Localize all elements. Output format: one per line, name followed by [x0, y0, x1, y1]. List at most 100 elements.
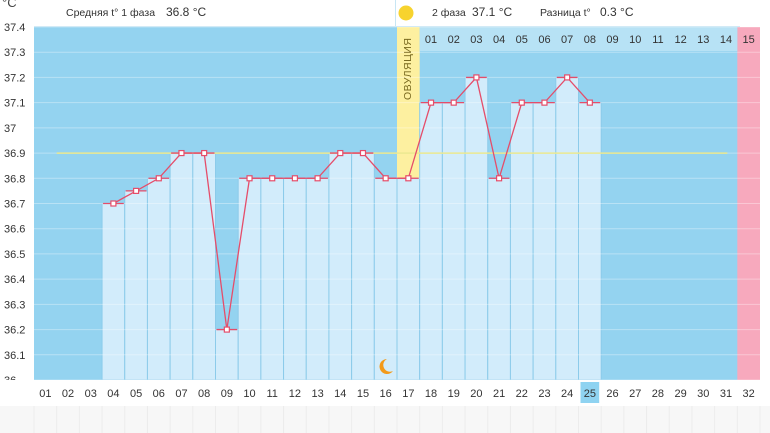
x-tick-label: 16: [380, 388, 392, 400]
phase2-day-label: 11: [652, 34, 663, 46]
x-tick-label: 28: [652, 388, 664, 400]
temperature-point: [201, 149, 208, 157]
x-tick-label: 23: [538, 388, 550, 400]
temperature-point: [541, 99, 548, 106]
temperature-point: [314, 175, 321, 182]
x-tick-label: 29: [674, 388, 686, 400]
phase2-day-label: 05: [516, 34, 528, 46]
temperature-point: [359, 149, 367, 157]
phase1-value: 36.8 °C: [166, 5, 206, 19]
phase2-day-label: 12: [674, 34, 686, 46]
y-tick-label: 36.6: [4, 224, 25, 236]
temperature-point: [178, 149, 185, 157]
temperature-point: [246, 175, 253, 182]
selected-day-highlight: [580, 382, 600, 403]
temperature-point: [473, 74, 480, 81]
temperature-bar: [441, 102, 466, 381]
unit-label: °C: [2, 0, 17, 10]
y-tick-label: 36.4: [4, 274, 25, 286]
x-tick-label: 15: [357, 388, 369, 400]
temperature-bar: [532, 102, 557, 381]
temperature-line: [113, 76, 591, 330]
x-tick-label: 03: [85, 388, 97, 400]
x-tick-label: 22: [516, 388, 528, 400]
temperature-bar: [351, 152, 375, 381]
diff-label: Разница t°: [540, 7, 591, 19]
phase1-label: Средняя t° 1 фаза: [66, 7, 155, 19]
x-tick-label: 08: [198, 388, 210, 400]
diff-value: 0.3 °C: [600, 5, 634, 19]
x-tick-label: 07: [175, 388, 187, 400]
temperature-point: [450, 99, 457, 106]
phase2-day-label: 09: [606, 34, 618, 46]
x-tick-label: 25: [584, 388, 596, 400]
temperature-point: [337, 149, 344, 157]
phase2-day-label: 01: [425, 34, 437, 46]
x-tick-label: 31: [720, 388, 732, 400]
x-tick-label: 05: [130, 388, 142, 400]
y-tick-label: 36.2: [4, 325, 25, 337]
phase2-day-label: 08: [584, 34, 596, 46]
x-tick-label: 11: [267, 388, 278, 400]
x-tick-label: 27: [629, 388, 641, 400]
plot-area: 0102030405060708091011121314153636.136.2…: [0, 22, 770, 433]
x-tick-label: 21: [493, 388, 505, 400]
temperature-bar: [419, 102, 443, 381]
temperature-bar: [328, 152, 353, 381]
temperature-point: [495, 175, 503, 182]
temperature-point: [269, 175, 276, 182]
x-tick-label: 26: [606, 388, 618, 400]
overlays: ОВУЛЯЦИЯ: [379, 37, 414, 374]
temperature-point: [564, 74, 571, 81]
temperature-point: [132, 187, 140, 194]
y-tick-label: 37.2: [4, 72, 25, 84]
sun-icon: [398, 5, 414, 21]
temperature-point: [427, 99, 435, 106]
y-tick-label: 36.5: [4, 249, 25, 261]
phase2-day-label: 07: [561, 34, 573, 46]
temperature-point: [291, 175, 299, 182]
y-tick-label: 36.3: [4, 299, 25, 311]
x-tick-label: 18: [425, 388, 437, 400]
header-bar: °C Средняя t° 1 фаза 36.8 °C 2 фаза 37.1…: [0, 0, 770, 27]
phase2-day-label: 13: [697, 34, 709, 46]
temperature-point: [518, 99, 525, 106]
moon-icon: [379, 359, 393, 374]
x-tick-label: 30: [697, 388, 709, 400]
x-tick-label: 01: [39, 388, 51, 400]
phase2-day-label: 04: [493, 34, 505, 46]
temperature-point: [110, 200, 117, 207]
phase2-label: 2 фаза: [432, 7, 466, 19]
x-tick-label: 09: [221, 388, 233, 400]
x-tick-label: 13: [311, 388, 323, 400]
y-tick-label: 37.3: [4, 47, 25, 59]
bottom-strip: [0, 406, 770, 433]
phase2-day-label: 14: [720, 34, 732, 46]
temperature-bar: [101, 203, 126, 381]
y-tick-label: 36.9: [4, 148, 25, 160]
phase2-day-label: 15: [743, 34, 755, 46]
x-tick-label: 12: [289, 388, 301, 400]
temperature-bar: [124, 190, 148, 381]
y-tick-label: 36.1: [4, 350, 25, 362]
x-tick-label: 06: [153, 388, 165, 400]
phase2-day-label: 06: [538, 34, 550, 46]
x-tick-label: 20: [470, 388, 482, 400]
y-tick-label: 36.7: [4, 199, 25, 211]
x-tick-label: 19: [448, 388, 460, 400]
temperature-point: [155, 175, 162, 182]
phase2-day-strip: [419, 27, 738, 51]
temperature-bar: [578, 102, 602, 381]
x-tick-label: 04: [107, 388, 119, 400]
temperature-bar: [509, 102, 534, 381]
phase2-day-label: 03: [470, 34, 482, 46]
y-tick-label: 36.8: [4, 173, 25, 185]
x-tick-label: 02: [62, 388, 74, 400]
last-day-band: [737, 27, 760, 380]
y-tick-label: 37.1: [4, 98, 25, 110]
temperature-bar: [169, 152, 194, 381]
x-tick-label: 10: [243, 388, 255, 400]
temperature-point: [405, 175, 412, 182]
phase2-day-label: 10: [629, 34, 641, 46]
